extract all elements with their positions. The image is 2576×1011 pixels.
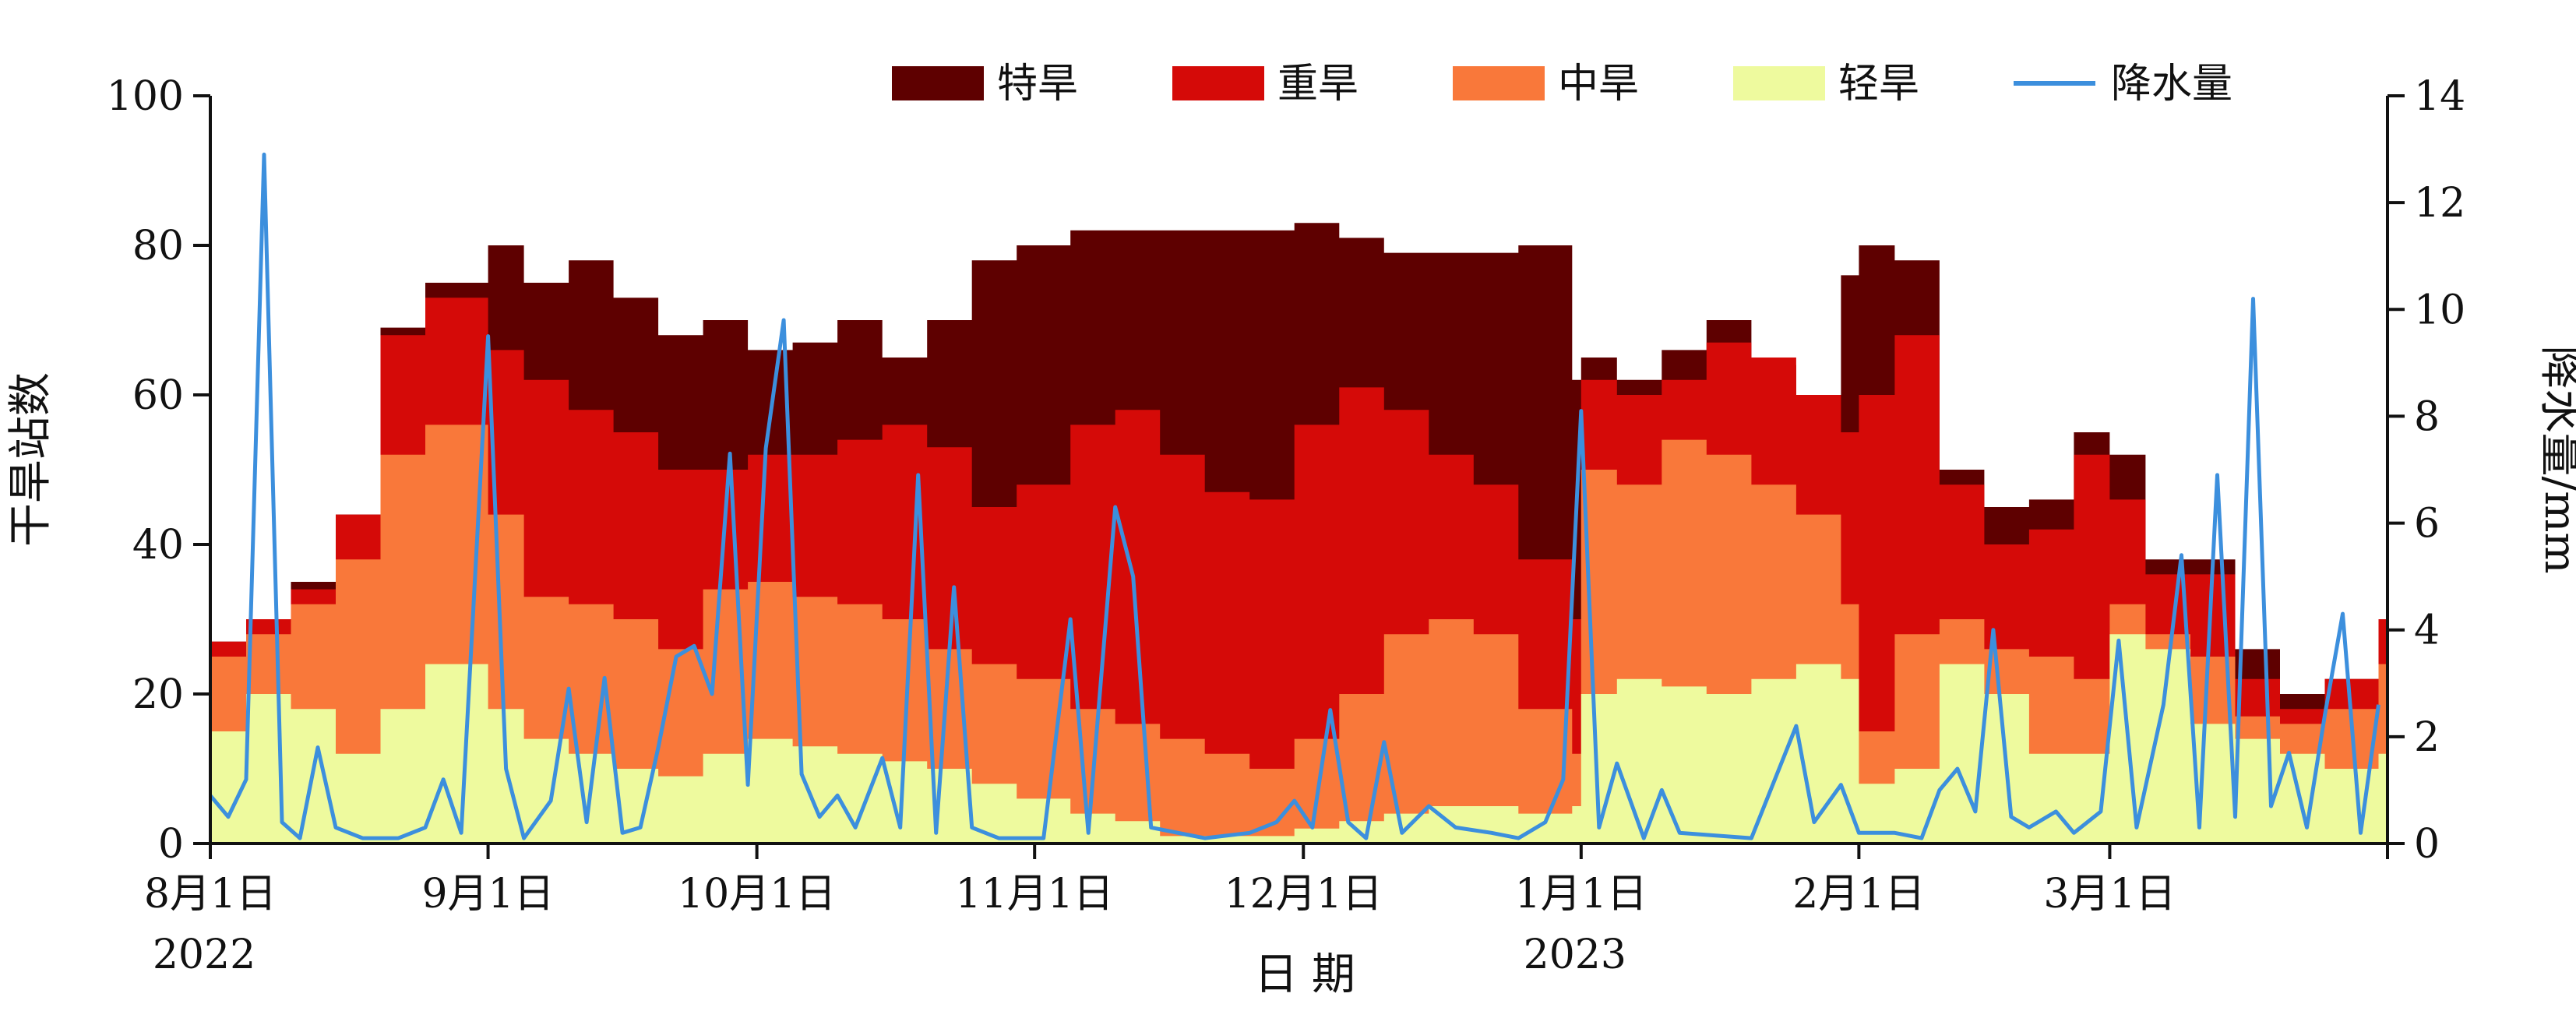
x-tick-label: 9月1日 (421, 871, 554, 918)
y-axis-left-title: 干旱站数 (5, 372, 56, 547)
y-right-tick-label: 10 (2414, 287, 2465, 333)
axes: 0 20 40 60 80 100 0 2 4 6 8 10 12 14 8月1日 2022 9月1日 10月1日… (107, 73, 2465, 978)
x-tick-label: 8月1日 (144, 871, 277, 918)
legend: 特旱 重旱 中旱 轻旱 降水量 (892, 61, 2232, 107)
legend-label: 特旱 (997, 61, 1078, 107)
stacked-areas (210, 223, 2387, 844)
y-right-tick-label: 8 (2414, 393, 2440, 440)
y-left-tick-label: 20 (132, 671, 184, 718)
legend-item-轻旱: 轻旱 (1733, 61, 1919, 107)
y-left-tick-label: 100 (107, 73, 184, 120)
legend-item-降水量: 降水量 (2014, 61, 2232, 107)
y-right-tick-label: 6 (2414, 501, 2440, 548)
y-left-tick-label: 60 (132, 372, 184, 419)
legend-label: 重旱 (1277, 61, 1358, 107)
legend-swatch (1733, 66, 1825, 100)
x-tick-year-label: 2023 (1524, 932, 1626, 978)
x-tick-label: 10月1日 (678, 871, 836, 918)
legend-item-重旱: 重旱 (1172, 61, 1358, 107)
x-tick-year-label: 2022 (153, 932, 255, 978)
legend-swatch (892, 66, 984, 100)
x-tick-label: 11月1日 (956, 871, 1114, 918)
legend-item-中旱: 中旱 (1453, 61, 1639, 107)
legend-label: 中旱 (1558, 61, 1639, 107)
legend-swatch (1172, 66, 1264, 100)
x-tick-label: 3月1日 (2043, 871, 2176, 918)
precipitation-line-group (209, 152, 2380, 840)
y-left-tick-label: 40 (132, 522, 184, 569)
y-right-tick-label: 4 (2414, 608, 2440, 654)
x-axis-title: 日 期 (1254, 949, 1355, 1000)
x-tick-label: 12月1日 (1225, 871, 1383, 918)
precipitation-line (209, 152, 2380, 840)
legend-swatch (1453, 66, 1545, 100)
y-left-tick-label: 0 (158, 821, 184, 868)
y-right-tick-label: 0 (2414, 821, 2440, 868)
x-tick-label: 2月1日 (1792, 871, 1925, 918)
x-tick-label: 1月1日 (1515, 871, 1647, 918)
y-axis-right-title: 降水量/mm (2535, 345, 2576, 573)
y-right-tick-label: 12 (2414, 180, 2465, 227)
y-left-tick-label: 80 (132, 223, 184, 269)
y-right-tick-label: 14 (2414, 73, 2465, 120)
legend-label: 降水量 (2111, 61, 2232, 107)
y-right-tick-label: 2 (2414, 714, 2440, 761)
legend-item-特旱: 特旱 (892, 61, 1078, 107)
legend-label: 轻旱 (1838, 61, 1919, 107)
